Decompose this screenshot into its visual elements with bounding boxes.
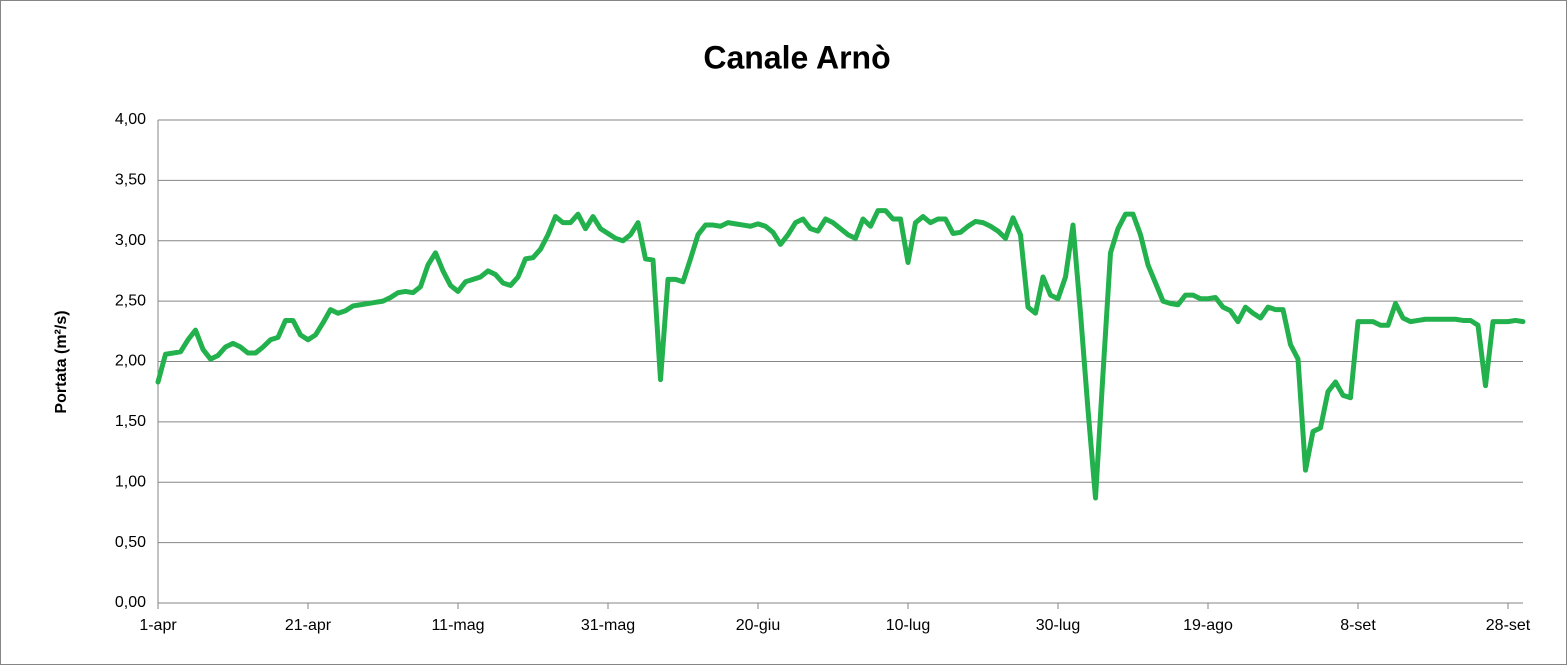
y-tick-label: 1,00 (115, 473, 146, 490)
y-tick-label: 4,00 (115, 111, 146, 128)
x-tick-label: 19-ago (1183, 617, 1233, 634)
y-tick-label: 0,00 (115, 594, 146, 611)
x-tick-label: 30-lug (1036, 617, 1080, 634)
x-tick-label: 20-giu (736, 617, 780, 634)
x-tick-label: 28-set (1486, 617, 1531, 634)
x-tick-label: 31-mag (581, 617, 635, 634)
x-tick-label: 8-set (1340, 617, 1376, 634)
y-tick-label: 3,00 (115, 232, 146, 249)
x-tick-label: 10-lug (886, 617, 930, 634)
y-tick-label: 3,50 (115, 172, 146, 189)
x-tick-label: 1-apr (139, 617, 177, 634)
x-tick-label: 21-apr (285, 617, 332, 634)
y-tick-label: 1,50 (115, 413, 146, 430)
y-tick-label: 2,50 (115, 292, 146, 309)
x-tick-label: 11-mag (431, 617, 484, 634)
chart-title: Canale Arnò (703, 39, 890, 75)
data-line (155, 208, 1526, 501)
y-tick-label: 2,00 (115, 353, 146, 370)
y-tick-label: 0,50 (115, 534, 146, 551)
y-axis-label: Portata (m²/s) (53, 310, 70, 413)
